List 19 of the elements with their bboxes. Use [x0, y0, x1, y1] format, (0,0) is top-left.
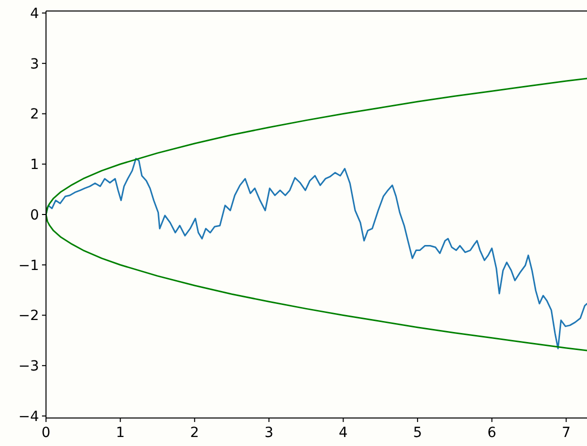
x-tick-label: 4 — [338, 425, 348, 441]
y-tick-label: 1 — [30, 157, 39, 174]
x-tick-label: 7 — [562, 425, 571, 441]
y-tick-label: 3 — [30, 56, 39, 72]
line-series — [46, 158, 587, 350]
y-tick-label: 2 — [30, 106, 39, 123]
y-tick-label: −1 — [18, 258, 39, 274]
x-tick-label: 2 — [190, 425, 200, 441]
y-tick-label: 0 — [30, 207, 39, 224]
x-tick-label: 0 — [42, 425, 50, 441]
y-tick-label: −2 — [18, 308, 39, 324]
y-tick-label: 4 — [30, 6, 40, 22]
y-tick-label: −4 — [18, 408, 40, 425]
y-tick-label: −3 — [18, 358, 39, 375]
line-series — [46, 78, 587, 352]
x-tick-label: 1 — [116, 425, 125, 441]
x-tick-label: 3 — [264, 425, 274, 441]
x-tick-label: 5 — [413, 425, 422, 441]
x-tick-label: 6 — [487, 425, 496, 441]
